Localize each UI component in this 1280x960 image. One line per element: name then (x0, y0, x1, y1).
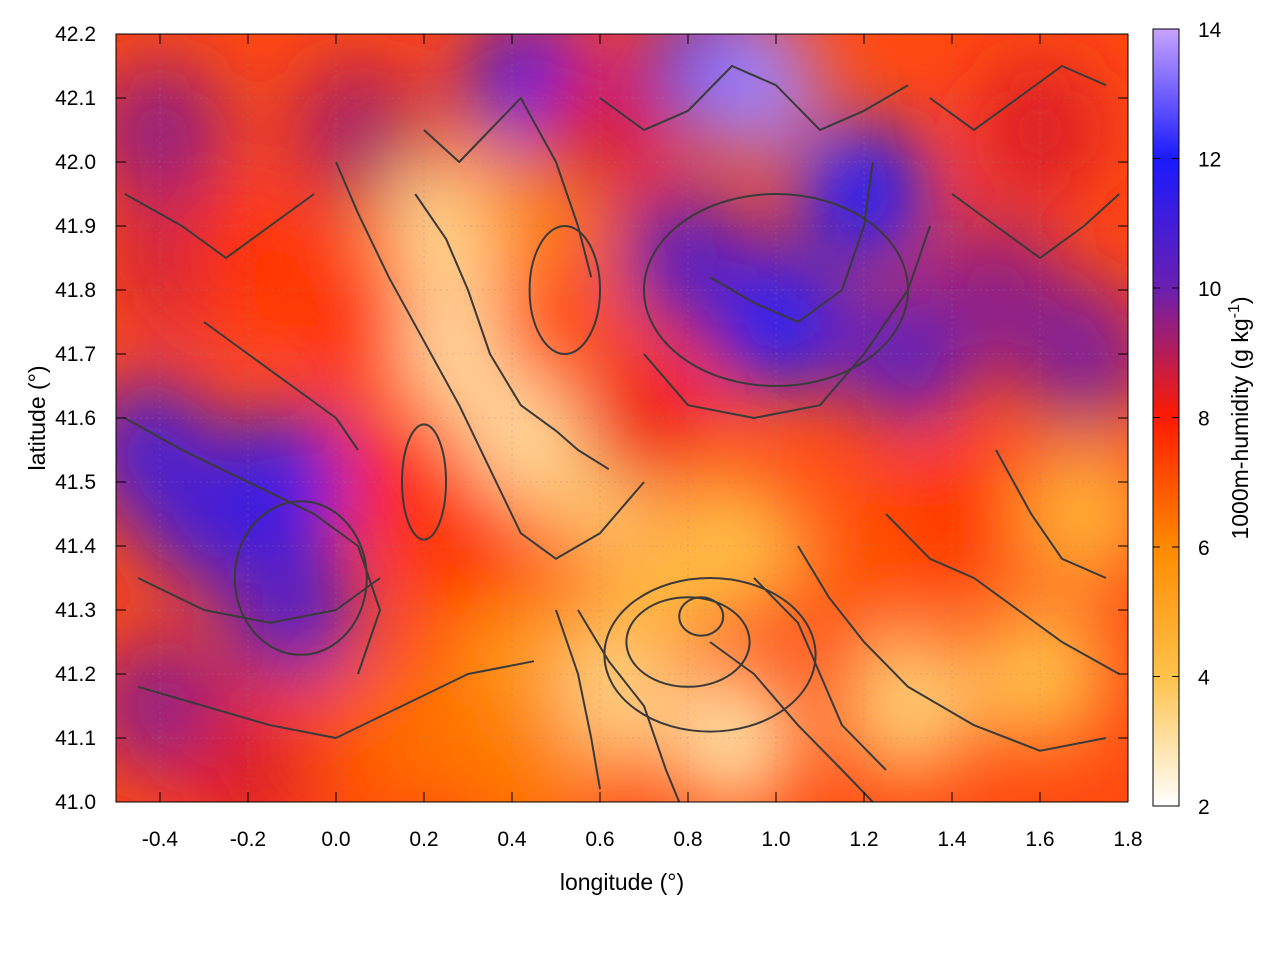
y-axis-label: latitude (°) (24, 365, 50, 470)
contour-line (335, 161, 645, 560)
x-tick-label: 1.6 (1025, 828, 1054, 851)
x-tick-label: 1.0 (761, 828, 790, 851)
colorbar-tick-label: 6 (1198, 537, 1210, 560)
colorbar: 2 4 6 8 10 12 14 (1152, 19, 1222, 819)
colorbar-tick-label: 14 (1198, 19, 1222, 42)
y-tick-label: 41.5 (55, 471, 96, 494)
humidity-cell (358, 667, 490, 802)
x-tick-label: -0.4 (142, 828, 179, 851)
contour-line (885, 513, 1120, 675)
contour-line (797, 545, 1107, 752)
y-tick-label: 42.0 (55, 151, 96, 174)
contour-loop (401, 423, 447, 541)
humidity-cell (402, 475, 534, 617)
colorbar-tick-label: 12 (1198, 149, 1221, 172)
contour-line (753, 577, 887, 771)
y-tick-label: 41.8 (55, 279, 96, 302)
contour-line (599, 65, 909, 131)
y-axis: 41.0 41.1 41.2 41.3 41.4 41.5 41.6 41.7 41.8 41.9… (55, 23, 1128, 814)
contour-loop (603, 577, 817, 733)
humidity-cell (798, 507, 930, 649)
grid-lines (116, 34, 1128, 802)
humidity-cell (468, 699, 600, 802)
contour-loop (233, 500, 368, 656)
contour-line (555, 609, 601, 790)
y-tick-label: 41.7 (55, 343, 96, 366)
colorbar-ticks: 2 4 6 8 10 12 14 (1153, 19, 1222, 819)
x-axis-label: longitude (°) (560, 869, 684, 895)
x-tick-label: 1.8 (1113, 828, 1142, 851)
x-tick-label: -0.2 (230, 828, 266, 851)
x-tick-label: 1.2 (849, 828, 878, 851)
contour-line (951, 193, 1120, 259)
contour-line (124, 193, 315, 259)
x-tick-label: 0.0 (321, 828, 350, 851)
x-tick-label: 0.2 (409, 828, 438, 851)
humidity-cell (1018, 443, 1128, 585)
plot-area (115, 33, 1129, 803)
colorbar-tick-label: 2 (1198, 796, 1210, 819)
colorbar-tick-label: 10 (1198, 278, 1221, 301)
colorbar-label: 1000m-humidity (g kg-1) (1226, 296, 1253, 539)
y-tick-label: 41.2 (55, 663, 96, 686)
colorbar-tick-label: 8 (1198, 408, 1210, 431)
y-tick-label: 42.2 (55, 23, 96, 46)
humidity-cell (1018, 283, 1128, 425)
humidity-cell (116, 59, 226, 201)
contour-lines (124, 65, 1120, 802)
x-tick-label: 0.6 (585, 828, 614, 851)
y-tick-label: 41.9 (55, 215, 96, 238)
contour-line (929, 65, 1107, 131)
contour-line (423, 97, 593, 278)
humidity-cell (842, 635, 974, 777)
colorbar-tick-label: 4 (1198, 667, 1210, 690)
contour-line (124, 417, 381, 675)
y-tick-label: 42.1 (55, 87, 96, 110)
contour-line (137, 660, 535, 739)
contour-loop (528, 225, 601, 355)
y-tick-label: 41.6 (55, 407, 96, 430)
contour-line (709, 641, 874, 802)
contour-line (137, 577, 381, 624)
humidity-field (116, 34, 1128, 802)
y-tick-label: 41.0 (55, 791, 96, 814)
x-tick-label: 1.4 (937, 828, 967, 851)
contour-loop (643, 193, 909, 387)
y-tick-label: 41.3 (55, 599, 96, 622)
contour-line (709, 161, 874, 323)
contour-loop (625, 596, 751, 688)
humidity-cell (182, 699, 314, 802)
contour-line (995, 449, 1107, 579)
humidity-cell (798, 123, 930, 265)
x-tick-label: 0.8 (673, 828, 702, 851)
contour-line (203, 321, 359, 451)
x-tick-label: 0.4 (497, 828, 527, 851)
humidity-cell (666, 667, 798, 802)
humidity-cell (688, 34, 820, 156)
contour-line (577, 609, 681, 802)
y-tick-label: 41.1 (55, 727, 96, 750)
humidity-cell (292, 59, 424, 201)
contour-line (414, 193, 610, 471)
y-tick-label: 41.4 (55, 535, 96, 558)
humidity-cell (490, 251, 622, 393)
x-axis: -0.4 -0.2 0.0 0.2 0.4 0.6 0.8 1.0 1.2 1.4 1.6 1.8 (142, 34, 1143, 851)
